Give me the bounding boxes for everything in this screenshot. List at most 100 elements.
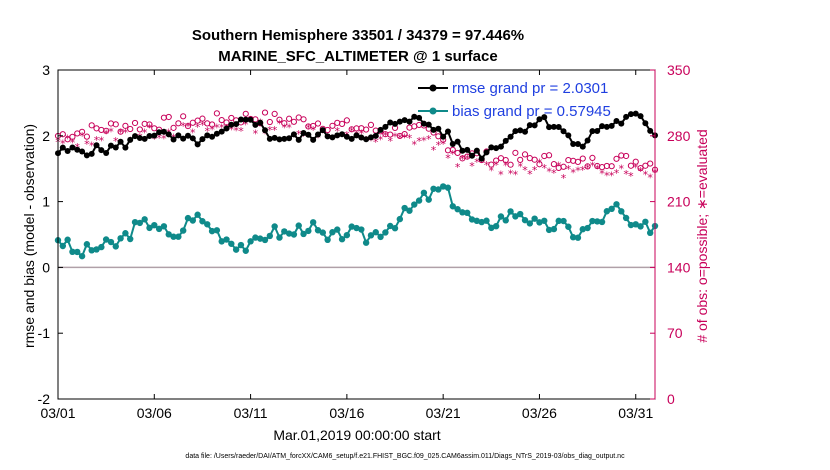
- y2-tick-label: 70: [667, 325, 683, 341]
- bias-point: [468, 216, 476, 223]
- bias-point: [560, 217, 567, 225]
- rmse-point: [574, 141, 581, 148]
- bias-point: [102, 236, 110, 243]
- obs-evaluated-point: *: [262, 128, 268, 141]
- rmse-point: [555, 124, 562, 131]
- bias-point: [507, 208, 514, 215]
- obs-evaluated-point: *: [200, 119, 206, 132]
- obs-evaluated-point: *: [205, 125, 211, 138]
- obs-evaluated-point: *: [315, 131, 321, 144]
- rmse-point: [550, 123, 557, 130]
- obs-evaluated-point: *: [445, 152, 451, 165]
- bias-point: [127, 235, 134, 243]
- bias-point: [565, 223, 572, 230]
- bias-point: [367, 232, 375, 239]
- bias-point: [541, 217, 548, 224]
- obs-possible-point: [647, 160, 654, 167]
- bias-point: [449, 203, 456, 210]
- obs-evaluated-point: *: [152, 133, 158, 146]
- obs-possible-point: [507, 161, 514, 168]
- rmse-point: [189, 135, 196, 142]
- bias-point: [502, 217, 509, 224]
- legend-rmse-label: rmse grand pr = 2.0301: [452, 80, 608, 97]
- bias-point: [69, 248, 76, 256]
- bias-point: [276, 234, 283, 241]
- bias-point: [107, 238, 115, 246]
- rmse-point: [247, 116, 254, 123]
- obs-evaluated-point: *: [566, 163, 572, 176]
- obs-evaluated-point: *: [103, 128, 109, 141]
- obs-possible-point: [363, 126, 370, 133]
- bias-point: [199, 218, 206, 225]
- bias-point: [175, 233, 182, 240]
- obs-evaluated-point: *: [493, 159, 499, 172]
- obs-evaluated-point: *: [619, 163, 625, 176]
- rmse-point: [367, 134, 374, 141]
- bias-point: [478, 218, 485, 226]
- bias-point: [309, 219, 317, 226]
- obs-possible-point: [449, 146, 456, 153]
- rmse-point: [233, 121, 240, 128]
- rmse-point: [146, 133, 153, 140]
- rmse-point: [213, 130, 220, 137]
- obs-evaluated-point: *: [195, 121, 201, 134]
- rmse-point: [608, 122, 615, 129]
- bias-point: [464, 209, 471, 217]
- obs-possible-point: [488, 161, 495, 168]
- x-tick-label: 03/26: [522, 405, 557, 421]
- x-tick-label: 03/31: [618, 405, 653, 421]
- obs-possible-point: [550, 161, 557, 168]
- bias-point: [314, 227, 322, 234]
- obs-evaluated-point: *: [484, 159, 490, 172]
- bias-point: [439, 183, 447, 190]
- rmse-point: [483, 149, 490, 156]
- bias-point: [492, 222, 500, 230]
- obs-evaluated-point: *: [156, 132, 162, 145]
- rmse-point: [493, 145, 500, 152]
- obs-evaluated-point: *: [378, 134, 384, 147]
- obs-evaluated-point: *: [383, 130, 389, 143]
- bias-point: [122, 230, 129, 237]
- bias-point: [170, 233, 177, 240]
- obs-evaluated-point: *: [219, 122, 225, 135]
- obs-possible-point: [228, 114, 235, 122]
- bias-point: [603, 208, 611, 215]
- obs-possible-point: [64, 136, 71, 143]
- rmse-point: [262, 127, 269, 134]
- bias-point: [536, 219, 543, 226]
- obs-evaluated-point: *: [349, 125, 355, 138]
- bias-point: [579, 226, 586, 233]
- obs-evaluated-point: *: [633, 161, 639, 174]
- bias-point: [64, 236, 71, 243]
- bias-point: [305, 227, 312, 235]
- bias-point: [362, 239, 370, 246]
- rmse-point: [184, 132, 191, 139]
- rmse-point: [464, 146, 471, 153]
- rmse-point: [637, 113, 644, 120]
- rmse-point: [228, 121, 235, 128]
- obs-evaluated-point: *: [60, 137, 66, 150]
- obs-evaluated-point: *: [190, 127, 196, 140]
- x-tick-label: 03/06: [137, 405, 172, 421]
- obs-evaluated-point: *: [387, 135, 393, 148]
- bias-point: [348, 223, 355, 230]
- bias-point: [165, 231, 172, 238]
- obs-possible-point: [584, 163, 591, 170]
- bias-point: [93, 246, 100, 253]
- rmse-point: [430, 126, 437, 133]
- x-tick-label: 03/01: [40, 405, 75, 421]
- y2-axis-ticks: 0 70 140 210 280 350: [650, 62, 691, 407]
- bias-point: [377, 233, 384, 241]
- bias-point: [406, 207, 413, 214]
- bias-point: [473, 217, 481, 225]
- obs-possible-point: [502, 156, 509, 164]
- obs-evaluated-point: *: [479, 156, 485, 169]
- x-axis-ticks: 03/01 03/06 03/11 03/16 03/21 03/26 03/31: [40, 70, 653, 421]
- y-axis-label: rmse and bias (model - observation): [21, 124, 37, 348]
- bias-point: [584, 224, 591, 232]
- rmse-point: [425, 121, 432, 128]
- obs-evaluated-point: *: [267, 124, 273, 137]
- obs-possible-point: [242, 110, 249, 117]
- rmse-point: [589, 128, 596, 135]
- rmse-point: [560, 128, 567, 135]
